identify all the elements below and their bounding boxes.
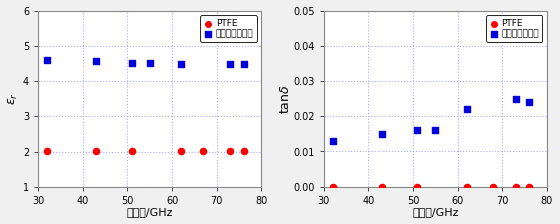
PTFE: [525, 185, 534, 188]
PTFE: [43, 149, 52, 153]
PTFE: [199, 149, 208, 153]
ガラスエポキシ: [431, 129, 440, 132]
PTFE: [511, 185, 520, 188]
X-axis label: 周波数/GHz: 周波数/GHz: [127, 207, 173, 217]
PTFE: [239, 149, 248, 153]
ガラスエポキシ: [145, 61, 154, 65]
PTFE: [226, 149, 235, 153]
ガラスエポキシ: [525, 101, 534, 104]
ガラスエポキシ: [176, 62, 185, 65]
ガラスエポキシ: [239, 62, 248, 66]
PTFE: [413, 185, 422, 188]
PTFE: [377, 185, 386, 188]
ガラスエポキシ: [43, 58, 52, 62]
PTFE: [328, 185, 337, 188]
PTFE: [462, 185, 471, 188]
X-axis label: 周波数/GHz: 周波数/GHz: [412, 207, 459, 217]
Legend: PTFE, ガラスエポキシ: PTFE, ガラスエポキシ: [486, 15, 543, 42]
ガラスエポキシ: [328, 139, 337, 143]
ガラスエポキシ: [511, 97, 520, 101]
ガラスエポキシ: [226, 62, 235, 65]
Y-axis label: $\varepsilon_r$: $\varepsilon_r$: [7, 92, 20, 105]
ガラスエポキシ: [128, 61, 137, 64]
ガラスエポキシ: [413, 129, 422, 132]
Legend: PTFE, ガラスエポキシ: PTFE, ガラスエポキシ: [200, 15, 257, 42]
Y-axis label: tan$\delta$: tan$\delta$: [279, 84, 292, 114]
PTFE: [489, 185, 498, 188]
ガラスエポキシ: [462, 108, 471, 111]
ガラスエポキシ: [92, 59, 101, 63]
ガラスエポキシ: [377, 132, 386, 136]
PTFE: [128, 149, 137, 153]
PTFE: [176, 149, 185, 153]
PTFE: [92, 149, 101, 153]
